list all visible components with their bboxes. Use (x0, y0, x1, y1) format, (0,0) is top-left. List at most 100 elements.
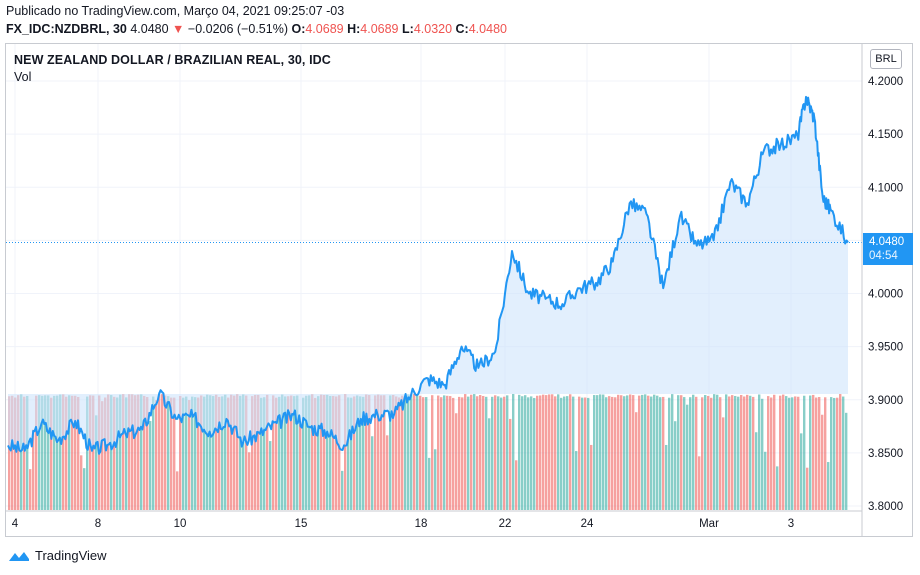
volume-bar (503, 396, 506, 510)
volume-bar (467, 396, 470, 510)
volume-bar (38, 395, 41, 510)
volume-bar (23, 396, 26, 510)
volume-bar (533, 397, 536, 510)
volume-bar (173, 397, 176, 510)
volume-bar (245, 395, 248, 510)
down-arrow-icon: ▼ (172, 22, 185, 36)
volume-bar (278, 396, 281, 510)
volume-bar (218, 396, 221, 510)
volume-bar (95, 415, 98, 510)
volume-bar (674, 421, 677, 510)
price-area-fill (8, 96, 848, 454)
volume-bar (140, 394, 143, 510)
volume-bar (671, 394, 674, 510)
volume-bar (776, 466, 779, 510)
open-label: O: (291, 22, 306, 36)
volume-bar (326, 394, 329, 510)
volume-bar (377, 394, 380, 510)
volume-bar (155, 400, 158, 510)
volume-bar (473, 394, 476, 510)
y-tick-label: 3.8500 (868, 448, 903, 460)
volume-bar (428, 457, 431, 510)
volume-bar (410, 394, 413, 510)
x-tick-label: 15 (295, 518, 308, 530)
volume-bar (221, 396, 224, 510)
volume-bars (8, 394, 848, 510)
volume-bar (479, 395, 482, 510)
volume-bar (491, 396, 494, 510)
volume-bar (422, 397, 425, 510)
high-value: 4.0689 (360, 22, 399, 36)
volume-bar (494, 395, 497, 510)
volume-bar (530, 396, 533, 510)
volume-bar (521, 396, 524, 510)
volume-bar (395, 396, 398, 510)
volume-bar (452, 397, 455, 510)
volume-bar (761, 398, 764, 510)
volume-bar (32, 429, 35, 510)
volume-bar (53, 395, 56, 510)
volume-bar (8, 396, 11, 510)
volume-bar (239, 395, 242, 510)
volume-bar (47, 395, 50, 510)
volume-bar (392, 395, 395, 510)
volume-bar (290, 395, 293, 510)
volume-bar (746, 394, 749, 510)
volume-bar (464, 394, 467, 510)
volume-bar (287, 396, 290, 510)
volume-bar (248, 452, 251, 510)
volume-bar (509, 418, 512, 510)
volume-bar (470, 394, 473, 510)
close-value: 4.0480 (468, 22, 507, 36)
volume-bar (665, 444, 668, 510)
volume-bar (536, 395, 539, 510)
volume-bar (260, 397, 263, 510)
volume-bar (125, 397, 128, 510)
volume-bar (587, 397, 590, 510)
volume-bar (206, 394, 209, 510)
volume-bar (608, 396, 611, 510)
volume-bar (527, 397, 530, 510)
volume-bar (554, 396, 557, 510)
price-tag-value: 4.0480 (869, 236, 905, 248)
volume-bar (632, 395, 635, 510)
volume-bar (191, 396, 194, 510)
volume-bar (119, 394, 122, 510)
volume-bar (134, 395, 137, 510)
volume-bar (431, 395, 434, 510)
volume-bar (311, 394, 314, 510)
volume-bar (740, 394, 743, 510)
brand-label: TradingView (35, 548, 107, 563)
tradingview-brand[interactable]: TradingView (8, 548, 107, 563)
volume-bar (779, 395, 782, 510)
volume-bar (86, 396, 89, 510)
volume-bar (137, 394, 140, 510)
x-tick-label: Mar (699, 518, 719, 530)
x-tick-label: 22 (499, 518, 512, 530)
volume-bar (14, 397, 17, 510)
volume-bar (515, 460, 518, 510)
volume-bar (707, 395, 710, 510)
volume-bar (149, 421, 152, 510)
y-tick-label: 4.0000 (868, 289, 903, 301)
volume-bar (563, 396, 566, 510)
volume-bar (440, 397, 443, 510)
volume-bar (845, 412, 848, 510)
volume-bar (113, 396, 116, 510)
volume-bar (512, 394, 515, 510)
volume-bar (500, 397, 503, 510)
volume-bar (773, 394, 776, 510)
last-price-tag: 4.0480 04:54 (863, 233, 913, 265)
volume-bar (752, 396, 755, 510)
volume-bar (386, 435, 389, 510)
currency-button[interactable]: BRL (870, 49, 902, 69)
volume-bar (836, 397, 839, 510)
volume-bar (251, 396, 254, 510)
volume-bar (236, 394, 239, 510)
price-change: −0.0206 (−0.51%) (187, 22, 288, 36)
volume-bar (800, 433, 803, 510)
close-label: C: (455, 22, 469, 36)
volume-bar (143, 395, 146, 510)
volume-bar (359, 396, 362, 510)
